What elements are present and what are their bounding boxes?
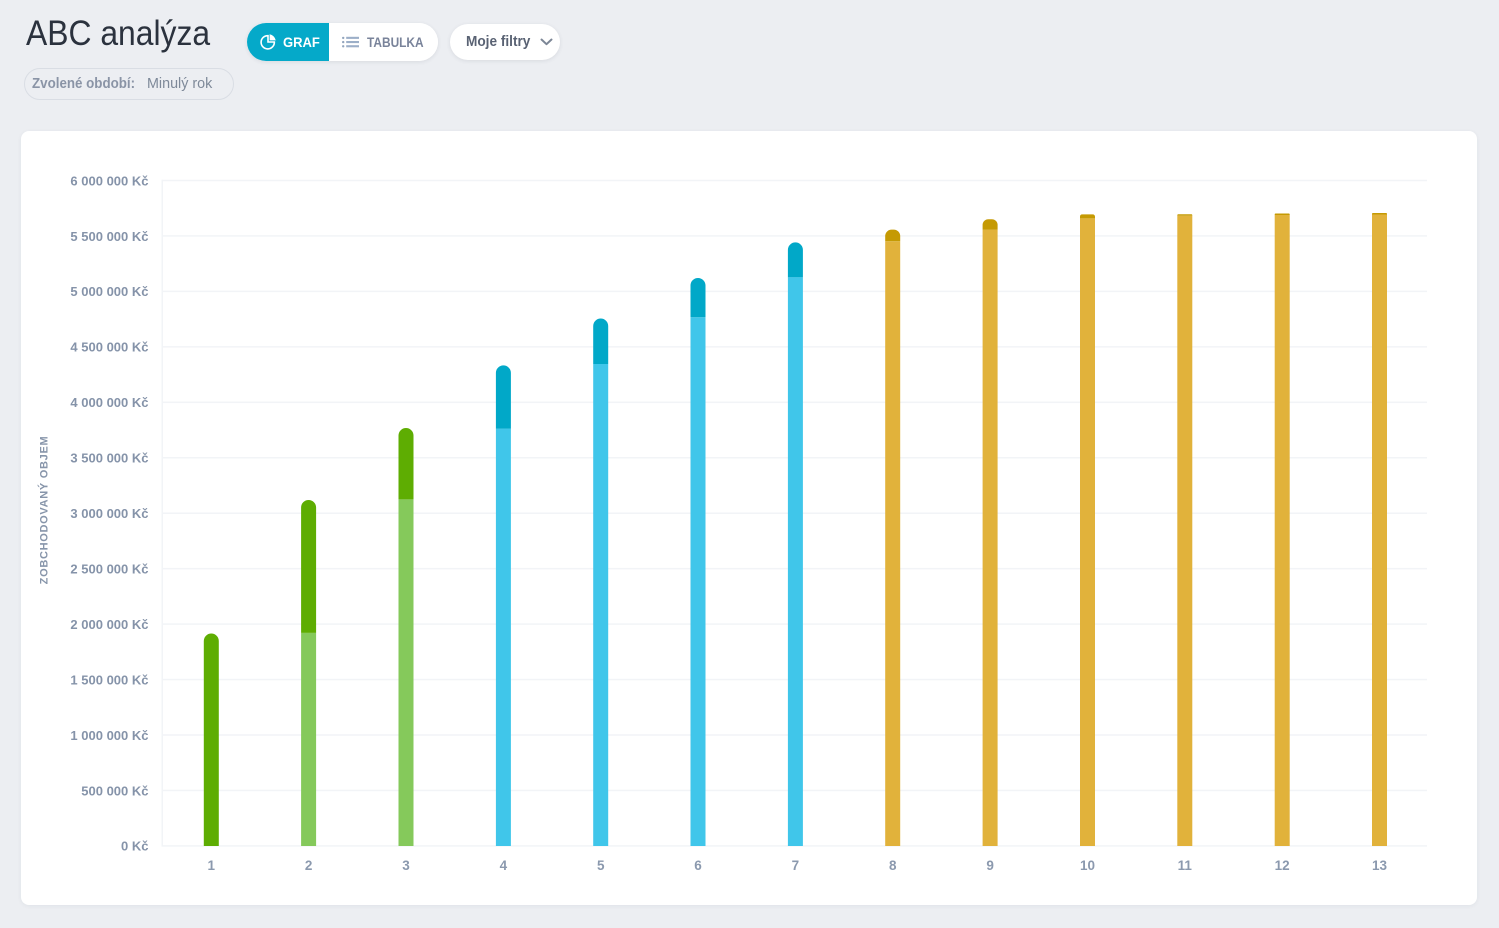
svg-text:10: 10	[1080, 858, 1095, 873]
svg-text:2: 2	[305, 858, 313, 873]
svg-text:7: 7	[792, 858, 800, 873]
svg-text:4 000 000 Kč: 4 000 000 Kč	[70, 395, 148, 410]
svg-text:1 500 000 Kč: 1 500 000 Kč	[70, 672, 148, 687]
svg-text:5 000 000 Kč: 5 000 000 Kč	[70, 284, 148, 299]
svg-text:3 000 000 Kč: 3 000 000 Kč	[70, 506, 148, 521]
svg-text:4 500 000 Kč: 4 500 000 Kč	[70, 340, 148, 355]
svg-text:0 Kč: 0 Kč	[121, 839, 148, 854]
svg-text:6: 6	[694, 858, 702, 873]
svg-text:3: 3	[402, 858, 410, 873]
svg-text:3 500 000 Kč: 3 500 000 Kč	[70, 451, 148, 466]
svg-text:2 000 000 Kč: 2 000 000 Kč	[70, 617, 148, 632]
svg-text:12: 12	[1275, 858, 1290, 873]
svg-text:5 500 000 Kč: 5 500 000 Kč	[70, 229, 148, 244]
svg-text:1 000 000 Kč: 1 000 000 Kč	[70, 728, 148, 743]
svg-text:500 000 Kč: 500 000 Kč	[81, 783, 148, 798]
svg-text:1: 1	[208, 858, 216, 873]
svg-text:9: 9	[986, 858, 994, 873]
svg-text:ZOBCHODOVANÝ OBJEM: ZOBCHODOVANÝ OBJEM	[38, 436, 51, 585]
svg-text:13: 13	[1372, 858, 1388, 873]
svg-text:11: 11	[1178, 858, 1193, 873]
svg-text:5: 5	[597, 858, 605, 873]
svg-text:4: 4	[500, 858, 508, 873]
svg-text:6 000 000 Kč: 6 000 000 Kč	[70, 173, 148, 188]
svg-text:2 500 000 Kč: 2 500 000 Kč	[70, 561, 148, 576]
svg-text:8: 8	[889, 858, 897, 873]
